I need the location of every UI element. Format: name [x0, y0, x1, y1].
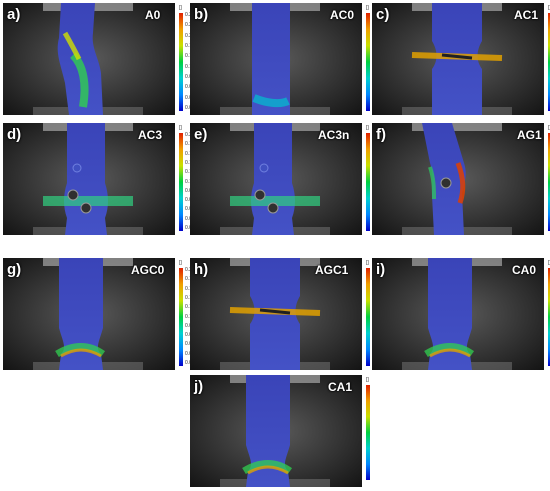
- specimen-photo: [3, 3, 175, 115]
- colorbar-unit: []: [179, 5, 182, 11]
- colorbar: [548, 133, 550, 231]
- panel-j: j) CA1: [190, 375, 362, 487]
- specimen-code: CA1: [328, 380, 353, 394]
- panel-letter: j): [194, 378, 204, 395]
- specimen-code: AC0: [330, 8, 355, 22]
- specimen-photo: [372, 3, 544, 115]
- panel-letter: d): [7, 126, 22, 143]
- colorbar-unit: []: [548, 5, 550, 11]
- specimen-photo: [3, 258, 175, 370]
- panel-letter: h): [194, 261, 209, 278]
- colorbar-unit: []: [179, 260, 182, 266]
- colorbar-unit: []: [366, 5, 369, 11]
- panel-e: e) AC3n: [190, 123, 362, 235]
- specimen-code: CA0: [512, 263, 537, 277]
- colorbar: [179, 268, 183, 366]
- colorbar: [366, 13, 370, 111]
- colorbar-unit: []: [366, 260, 369, 266]
- panel-a: a) A0: [3, 3, 175, 115]
- specimen-code: AC3n: [318, 128, 350, 142]
- specimen-photo: [190, 258, 362, 370]
- colorbar: [366, 133, 370, 231]
- specimen-photo: [190, 123, 362, 235]
- panel-letter: e): [194, 126, 208, 143]
- panel-letter: f): [376, 126, 386, 143]
- panel-c: c) AC1: [372, 3, 544, 115]
- panel-g: g) AGC0: [3, 258, 175, 370]
- panel-i: i) CA0: [372, 258, 544, 370]
- specimen-code: AC1: [514, 8, 539, 22]
- colorbar: [179, 133, 183, 231]
- panel-f: f) AG1: [372, 123, 544, 235]
- specimen-photo: [372, 258, 544, 370]
- panel-letter: g): [7, 261, 22, 278]
- panel-h: h) AGC1: [190, 258, 362, 370]
- colorbar: [548, 13, 550, 111]
- specimen-photo: [3, 123, 175, 235]
- specimen-photo: [190, 375, 362, 487]
- specimen-code: AGC0: [131, 263, 165, 277]
- colorbar-unit: []: [548, 125, 550, 131]
- panel-letter: c): [376, 6, 390, 23]
- specimen-code: AGC1: [315, 263, 349, 277]
- colorbar-unit: []: [366, 377, 369, 383]
- colorbar: [366, 268, 370, 366]
- colorbar: [548, 268, 550, 366]
- panel-letter: b): [194, 6, 209, 23]
- panel-letter: i): [376, 261, 386, 278]
- specimen-code: A0: [145, 8, 161, 22]
- specimen-photo: [372, 123, 544, 235]
- colorbar: [179, 13, 183, 111]
- specimen-code: AG1: [517, 128, 542, 142]
- panel-letter: a): [7, 6, 21, 23]
- specimen-code: AC3: [138, 128, 163, 142]
- specimen-photo: [190, 3, 362, 115]
- panel-d: d) AC3: [3, 123, 175, 235]
- colorbar-unit: []: [548, 260, 550, 266]
- colorbar: [366, 385, 370, 480]
- colorbar-unit: []: [366, 125, 369, 131]
- panel-b: b) AC0: [190, 3, 362, 115]
- colorbar-unit: []: [179, 125, 182, 131]
